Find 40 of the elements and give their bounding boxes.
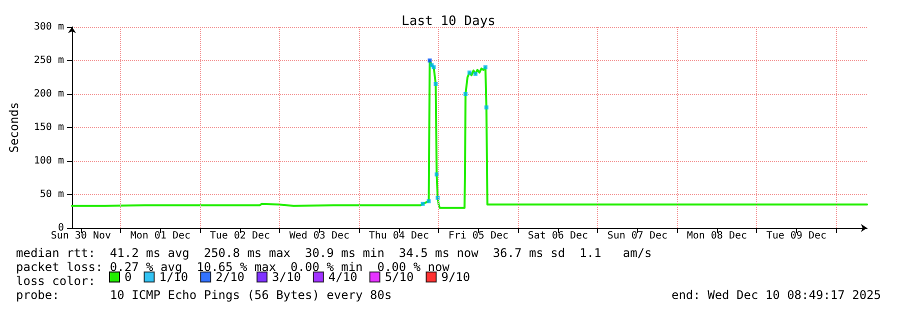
y-tick-label: 100 m	[34, 156, 64, 166]
legend-label: 2/10	[216, 270, 245, 284]
x-tick-label: Mon 08 Dec	[686, 230, 748, 242]
legend-label: 5/10	[384, 270, 414, 284]
x-tick-label: Mon 01 Dec	[130, 230, 191, 242]
x-tick-label: Sun 07 Dec	[607, 230, 668, 242]
chart-title: Last 10 Days	[402, 14, 496, 29]
line-series	[71, 60, 868, 209]
text: end: Wed Dec 10 08:49:17 2025	[671, 288, 881, 302]
legend-label: 0	[124, 270, 132, 284]
point	[426, 199, 431, 204]
legend-label: 4/10	[328, 270, 358, 284]
x-tick-label: Fri 05 Dec	[448, 230, 509, 242]
point	[464, 92, 468, 96]
y-tick-label: 250 m	[34, 55, 64, 66]
y-tick-label: 150 m	[34, 122, 64, 133]
text: probe: 10 ICMP Echo Pings (56 Bytes) every 80s	[16, 288, 392, 302]
point	[468, 70, 472, 75]
y-axis-title: Seconds	[7, 102, 21, 153]
y-tick-label: 0	[58, 222, 64, 234]
y-tick-label: 50 m	[40, 189, 64, 200]
text: median rtt: 41.2 ms avg 250.8 ms max 30.9 ms min 34.5 ms now 36.7 ms sd 1.1 am/s	[16, 246, 652, 260]
point	[420, 202, 425, 206]
x-tick-label: Sat 06 Dec	[528, 230, 588, 242]
x-tick-label: Thu 04 Dec	[368, 230, 430, 242]
y-tick-label: 200 m	[34, 88, 64, 100]
y-tick-label: 300 m	[34, 22, 64, 32]
point	[434, 172, 439, 176]
point	[434, 82, 438, 86]
point	[484, 105, 488, 110]
x-tick-label: Tue 02 Dec	[210, 230, 270, 242]
point	[483, 65, 488, 70]
x-tick-label: Wed 03 Dec	[289, 230, 350, 242]
legend-label: 3/10	[272, 270, 301, 284]
point	[428, 58, 432, 62]
x-tick-label: Tue 09 Dec	[766, 230, 827, 242]
x-tick-label: Sun 30 Nov	[50, 230, 112, 242]
legend-label: 9/10	[441, 270, 470, 284]
legend-title: loss color:	[16, 274, 96, 288]
point	[473, 72, 478, 76]
